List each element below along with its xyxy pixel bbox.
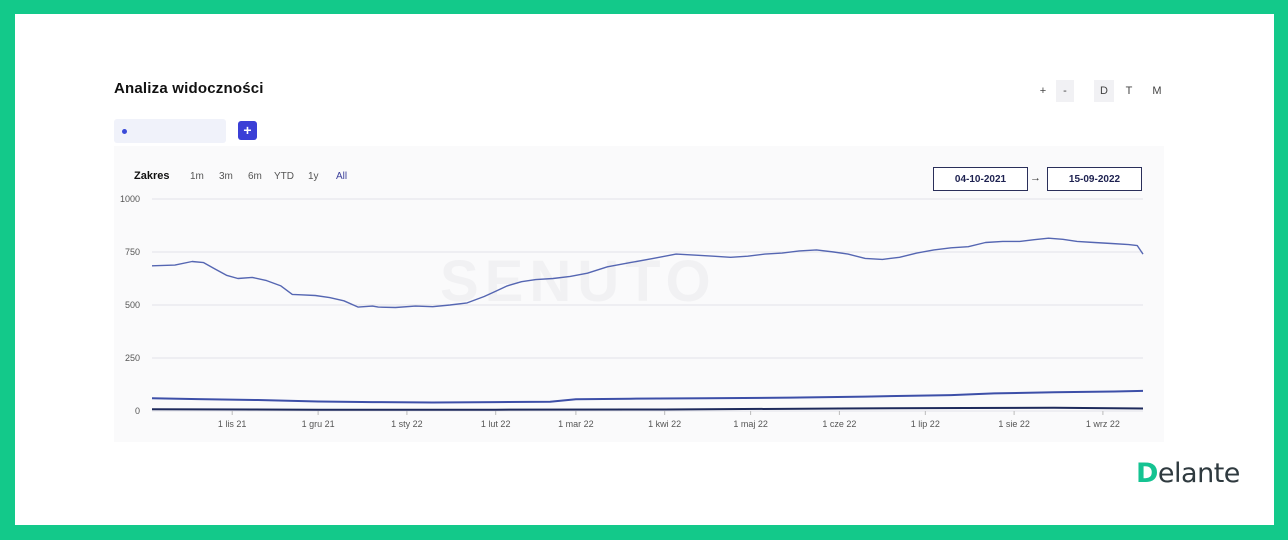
domain-selector[interactable] [114, 119, 226, 143]
x-tick-label: 1 lut 22 [481, 419, 511, 429]
y-tick-label: 750 [125, 247, 140, 257]
y-tick-label: 0 [135, 406, 140, 416]
watermark-logo: SENUTO [440, 249, 717, 314]
period-day-button[interactable]: D [1094, 80, 1114, 102]
series-line-3 [151, 406, 1144, 411]
period-week-button[interactable]: T [1125, 85, 1133, 97]
x-tick-label: 1 lis 21 [218, 419, 247, 429]
page-title: Analiza widoczności [114, 80, 264, 97]
x-tick-label: 1 sie 22 [998, 419, 1030, 429]
add-domain-button[interactable]: + [238, 121, 257, 140]
x-tick-label: 1 sty 22 [391, 419, 423, 429]
date-to-input[interactable]: 15-09-2022 [1047, 167, 1142, 191]
range-3m-button[interactable]: 3m [219, 171, 233, 182]
range-all-button[interactable]: All [336, 171, 348, 182]
series-line-2 [151, 389, 1144, 404]
series-line-1 [151, 237, 1144, 309]
x-tick-label: 1 cze 22 [822, 419, 856, 429]
x-tick-label: 1 mar 22 [558, 419, 594, 429]
range-6m-button[interactable]: 6m [248, 171, 262, 182]
zoom-out-button[interactable]: - [1056, 80, 1074, 102]
x-tick-label: 1 kwi 22 [648, 419, 681, 429]
x-tick-label: 1 wrz 22 [1086, 419, 1120, 429]
zoom-in-button[interactable]: + [1039, 85, 1047, 97]
y-tick-label: 1000 [120, 194, 140, 204]
date-from-input[interactable]: 04-10-2021 [933, 167, 1028, 191]
y-tick-label: 500 [125, 300, 140, 310]
range-ytd-button[interactable]: YTD [274, 171, 294, 182]
x-tick-label: 1 gru 21 [302, 419, 335, 429]
period-month-button[interactable]: M [1152, 85, 1162, 97]
range-1m-button[interactable]: 1m [190, 171, 204, 182]
x-tick-label: 1 lip 22 [911, 419, 940, 429]
date-range-arrow: → [1030, 172, 1041, 184]
y-tick-label: 250 [125, 353, 140, 363]
delante-logo: Delante [1136, 458, 1240, 489]
series-color-dot [122, 129, 127, 134]
range-label: Zakres [134, 170, 170, 182]
x-tick-label: 1 maj 22 [733, 419, 768, 429]
range-1y-button[interactable]: 1y [308, 171, 319, 182]
